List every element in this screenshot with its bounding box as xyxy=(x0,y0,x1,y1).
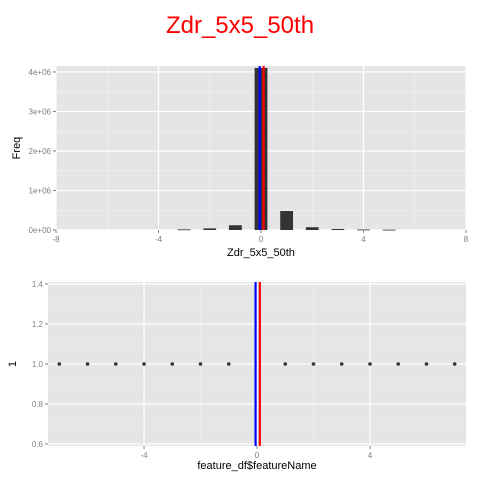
bar-2 xyxy=(228,225,242,230)
point-4 xyxy=(170,362,175,366)
y-tick-label: 1.2 xyxy=(32,320,44,329)
point-2 xyxy=(113,362,118,366)
bar-8 xyxy=(382,229,396,231)
x-tick-label: -4 xyxy=(140,451,148,460)
x-axis-title: Zdr_5x5_50th xyxy=(227,247,295,259)
y-axis-title: 1 xyxy=(7,361,19,367)
x-tick-label: 0 xyxy=(255,451,260,460)
x-tick-label: 4 xyxy=(368,451,373,460)
x-tick-label: -8 xyxy=(52,235,60,244)
point-6 xyxy=(226,362,231,366)
bar-6 xyxy=(331,229,345,230)
x-axis-title: feature_df$featureName xyxy=(197,460,316,472)
y-tick-label: 3e+06 xyxy=(29,107,52,116)
bar-4 xyxy=(280,211,294,230)
x-tick-label: 8 xyxy=(464,235,469,244)
y-tick-label: 2e+06 xyxy=(29,147,52,156)
panel-1 xyxy=(53,66,467,233)
y-tick-label: 0.6 xyxy=(32,440,44,449)
y-tick-label: 4e+06 xyxy=(29,68,52,77)
point-13 xyxy=(452,362,457,366)
point-7 xyxy=(283,362,288,366)
x-tick-label: -4 xyxy=(155,235,163,244)
y-tick-label: 0e+00 xyxy=(29,226,52,235)
bar-7 xyxy=(357,229,370,231)
bar-5 xyxy=(305,227,319,230)
point-8 xyxy=(311,362,316,366)
point-10 xyxy=(368,362,372,366)
point-9 xyxy=(339,362,344,366)
point-0 xyxy=(57,362,62,366)
chart-title: Zdr_5x5_50th xyxy=(165,12,315,39)
y-tick-label: 1.4 xyxy=(32,280,44,289)
panel-2 xyxy=(45,282,466,449)
y-tick-label: 0.8 xyxy=(32,400,44,409)
y-axis-title: Freq xyxy=(11,137,23,160)
point-1 xyxy=(85,362,90,366)
bar-0 xyxy=(177,229,191,231)
point-3 xyxy=(142,362,146,366)
x-tick-label: 4 xyxy=(361,235,366,244)
bar-1 xyxy=(203,228,217,230)
point-11 xyxy=(396,362,401,366)
point-5 xyxy=(198,362,203,366)
point-12 xyxy=(424,362,429,366)
x-tick-label: 0 xyxy=(259,235,264,244)
y-tick-label: 1.0 xyxy=(32,360,44,369)
y-tick-label: 1e+06 xyxy=(29,186,52,195)
bar-3 xyxy=(254,67,268,230)
